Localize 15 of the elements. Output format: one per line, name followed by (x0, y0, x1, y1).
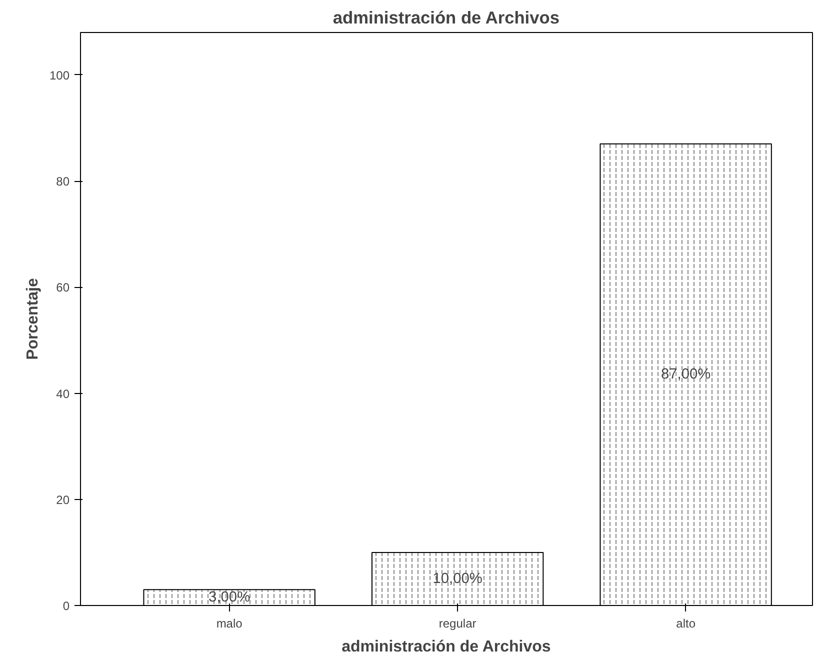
x-tick-label: malo (216, 616, 243, 630)
y-tick-label: 100 (49, 68, 70, 82)
y-tick-label: 60 (56, 280, 70, 295)
x-axis-title: administración de Archivos (342, 638, 551, 656)
y-tick-label: 40 (56, 386, 70, 401)
x-tick-label: alto (676, 616, 696, 630)
data-label: 3,00% (208, 590, 250, 606)
chart-title: administración de Archivos (332, 8, 560, 28)
data-label: 87,00% (660, 366, 711, 383)
data-label: 10,00% (432, 570, 482, 587)
y-tick-label: 0 (62, 599, 70, 613)
y-axis-title: Porcentaje (24, 278, 42, 360)
x-tick-label: regular (438, 616, 476, 630)
y-tick-label: 80 (56, 174, 70, 189)
y-tick-label: 20 (56, 492, 70, 507)
